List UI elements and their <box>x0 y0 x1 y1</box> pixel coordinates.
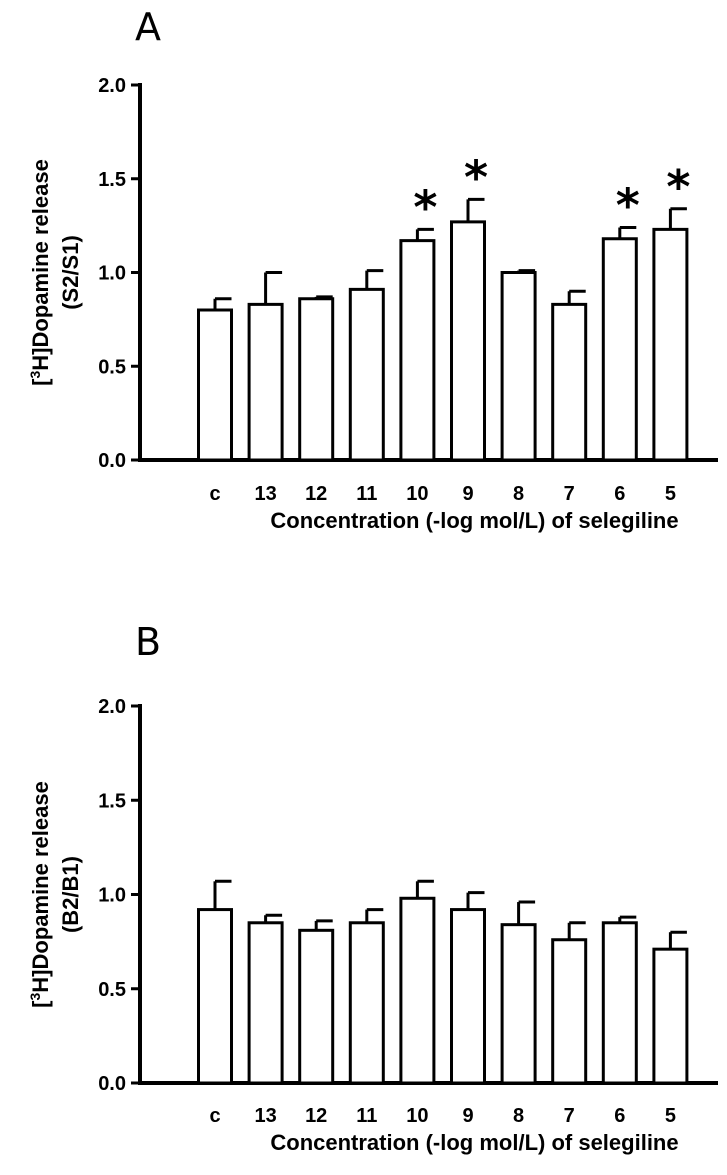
bar <box>399 239 436 462</box>
y-tick-label: 2.0 <box>98 696 126 718</box>
x-tick-label: c <box>209 483 220 505</box>
x-tick-label: 7 <box>564 1105 575 1127</box>
y-tick-label: 1.5 <box>98 790 126 812</box>
bar <box>652 227 689 462</box>
bar <box>601 921 638 1085</box>
x-tick-label: 8 <box>513 483 524 505</box>
bar <box>450 220 486 462</box>
x-tick-label: 7 <box>564 483 575 505</box>
bar <box>197 908 233 1085</box>
y-axis-title: [3H]Dopamine release <box>27 781 53 1008</box>
x-tick-label: 8 <box>513 1105 524 1127</box>
bar <box>247 921 284 1085</box>
y-tick-label: 0.5 <box>98 979 126 1001</box>
y-axis-title-text: H]Dopamine release <box>28 159 53 371</box>
y-axis-title-text: H]Dopamine release <box>28 781 53 993</box>
y-axis-title: [3H]Dopamine release <box>27 159 53 386</box>
significance-marker: * <box>666 160 690 214</box>
y-axis-subtitle: (B2/B1) <box>58 856 83 933</box>
bar <box>298 297 335 462</box>
x-tick-label: c <box>209 1105 220 1127</box>
bar <box>450 908 486 1085</box>
x-tick-label: 10 <box>406 483 428 505</box>
x-tick-label: 6 <box>614 1105 625 1127</box>
x-axis-title: Concentration (-log mol/L) of selegiline <box>270 1130 678 1155</box>
panel-a: A 0.0 0.5 1.0 1.5 2.0 c 13 12 11 10 * 9 * 8 7 6 * 5 * Concen… <box>27 5 718 533</box>
y-tick-label: 1.5 <box>98 169 126 191</box>
significance-marker: * <box>464 150 488 204</box>
bar <box>399 896 436 1085</box>
x-tick-label: 9 <box>462 483 473 505</box>
x-tick-label: 12 <box>305 1105 327 1127</box>
y-tick-label: 0.5 <box>98 356 126 378</box>
x-tick-label: 12 <box>305 483 327 505</box>
bar <box>551 302 588 462</box>
y-axis-title-bracket: [ <box>28 1000 53 1008</box>
bar <box>652 947 689 1085</box>
bar <box>197 308 233 462</box>
bar <box>601 237 638 462</box>
panel-label: B <box>135 620 161 664</box>
y-tick-label: 0.0 <box>98 450 126 472</box>
bar <box>298 928 335 1085</box>
significance-marker: * <box>413 180 437 234</box>
bar <box>500 271 537 462</box>
significance-marker: * <box>616 179 640 233</box>
x-tick-label: 13 <box>254 1105 276 1127</box>
bar <box>551 938 588 1085</box>
bar <box>247 302 284 462</box>
y-axis-subtitle: (S2/S1) <box>58 235 83 310</box>
panel-label: A <box>135 5 161 49</box>
x-tick-label: 9 <box>462 1105 473 1127</box>
x-tick-label: 11 <box>356 483 377 505</box>
y-axis-title-superscript: 3 <box>27 371 43 379</box>
x-tick-label: 5 <box>665 1105 676 1127</box>
x-tick-label: 13 <box>254 483 276 505</box>
x-tick-label: 11 <box>356 1105 377 1127</box>
y-tick-label: 0.0 <box>98 1073 126 1095</box>
y-axis-title-bracket: [ <box>28 378 53 386</box>
x-tick-label: 6 <box>614 483 625 505</box>
y-tick-label: 2.0 <box>98 75 126 97</box>
panel-b: B 0.0 0.5 1.0 1.5 2.0 c 13 12 11 10 9 8 7 6 5 Concentrat… <box>27 620 718 1155</box>
y-axis-title-superscript: 3 <box>27 993 43 1001</box>
x-tick-label: 5 <box>665 483 676 505</box>
y-tick-label: 1.0 <box>98 263 126 285</box>
bar <box>500 923 537 1085</box>
y-tick-label: 1.0 <box>98 885 126 907</box>
bar <box>348 921 385 1085</box>
bar <box>348 287 385 462</box>
x-tick-label: 10 <box>406 1105 428 1127</box>
x-axis-title: Concentration (-log mol/L) of selegiline <box>270 508 678 533</box>
